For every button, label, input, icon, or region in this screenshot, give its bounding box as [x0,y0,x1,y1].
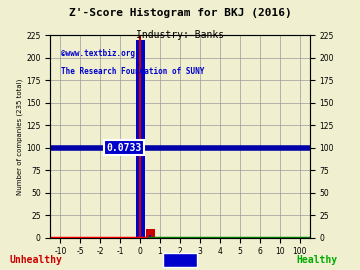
Text: ©www.textbiz.org: ©www.textbiz.org [61,49,135,58]
Text: Unhealthy: Unhealthy [10,255,62,265]
Bar [139,40,141,238]
Text: Healthy: Healthy [296,255,337,265]
Bar [136,40,145,238]
Text: Z'-Score Histogram for BKJ (2016): Z'-Score Histogram for BKJ (2016) [69,8,291,18]
Text: Score: Score [165,255,195,265]
Text: 0.0733: 0.0733 [107,143,142,153]
Y-axis label: Number of companies (235 total): Number of companies (235 total) [17,78,23,195]
Text: The Research Foundation of SUNY: The Research Foundation of SUNY [61,68,204,76]
Bar [145,229,154,238]
Text: Industry: Banks: Industry: Banks [136,30,224,40]
Bar [149,235,152,238]
